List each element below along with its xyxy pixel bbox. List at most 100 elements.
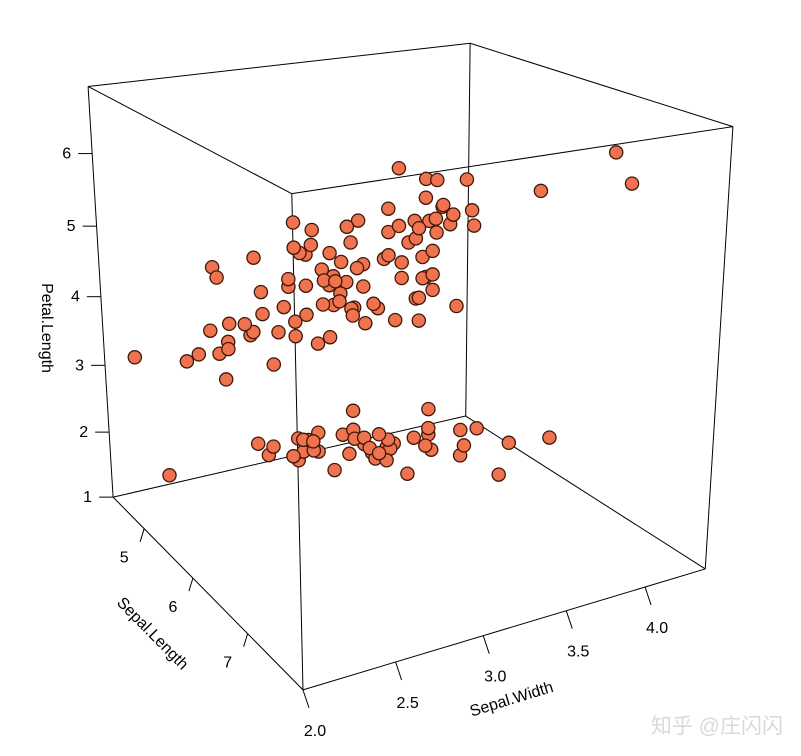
tick-mark [188,578,194,592]
cube-edge [465,43,471,417]
data-point [253,284,269,300]
data-point [428,211,444,226]
data-point [332,294,347,309]
tick-label: 2.5 [396,695,418,712]
cube-edge [291,126,733,195]
x-axis-title: Sepal.Length [113,594,191,673]
data-point [281,271,296,287]
data-point [425,282,440,298]
data-point [266,439,281,454]
cube-edge [112,496,304,691]
data-point [304,222,319,238]
data-point [350,213,366,228]
tick-mark [302,689,310,709]
data-points [127,145,640,483]
data-point [400,466,415,481]
tick-label: 5 [67,218,76,235]
tick-label: 2.0 [304,723,326,740]
data-point [418,438,433,453]
data-point [542,430,557,445]
data-point [303,237,319,253]
tick-mark [139,528,145,542]
data-point [345,403,361,419]
data-point [333,254,349,270]
data-point [446,207,461,222]
data-point [221,316,237,332]
data-point [425,243,440,259]
axis-ticks [78,153,652,709]
cube-edge [465,415,706,570]
data-point [237,316,253,332]
data-point [391,218,407,234]
watermark: 知乎 @庄闪闪 [651,715,783,738]
data-point [221,341,236,357]
data-point [310,336,326,351]
data-point [342,446,357,462]
data-point [349,260,365,276]
data-point [298,278,314,293]
data-point [366,296,381,312]
data-point [179,354,195,369]
data-point [266,357,282,372]
tick-label: 3 [75,357,84,374]
data-point [371,445,387,461]
data-point [453,422,468,438]
data-point [276,299,292,315]
data-point [381,224,396,240]
data-point [411,290,427,306]
data-point [328,274,343,289]
data-point [322,245,337,261]
data-point [425,267,440,282]
tick-mark [482,635,490,654]
data-point [371,427,387,442]
data-point [288,314,303,329]
data-point [127,350,143,365]
data-point [430,172,445,188]
data-point [464,203,480,218]
data-point [456,438,472,453]
tick-label: 6 [168,599,177,616]
data-point [343,235,358,250]
data-point [406,430,422,445]
data-point [381,248,396,263]
data-point [436,197,451,213]
data-point [250,436,266,451]
tick-label: 2 [79,424,88,441]
y-axis-title: Sepal.Width [468,679,555,720]
data-point [429,225,444,240]
tick-label: 4.0 [646,620,668,637]
data-point [501,435,517,451]
data-point [608,145,624,160]
cube-edge [88,42,471,87]
data-point [299,307,314,323]
tick-label: 1 [83,489,92,506]
data-point [315,297,331,312]
data-point [246,250,261,265]
data-point [421,420,436,436]
cube-edge [302,568,706,691]
tick-label: 5 [120,550,129,567]
tick-label: 6 [62,146,71,163]
tick-label: 3.5 [567,644,589,661]
cube-edge [87,86,114,498]
tick-label: 3.0 [484,669,506,686]
data-point [322,329,338,345]
data-point [418,190,434,205]
data-point [394,255,409,270]
data-point [411,220,427,236]
data-point [327,462,342,478]
tick-mark [565,610,573,629]
data-point [391,160,407,176]
data-point [533,183,549,199]
data-point [209,270,224,285]
data-point [356,279,371,294]
cube-edge [469,42,734,128]
data-point [387,312,403,328]
data-point [306,434,321,449]
data-point [162,468,177,483]
data-point [286,240,301,255]
data-point [339,219,355,235]
data-point [394,270,409,286]
